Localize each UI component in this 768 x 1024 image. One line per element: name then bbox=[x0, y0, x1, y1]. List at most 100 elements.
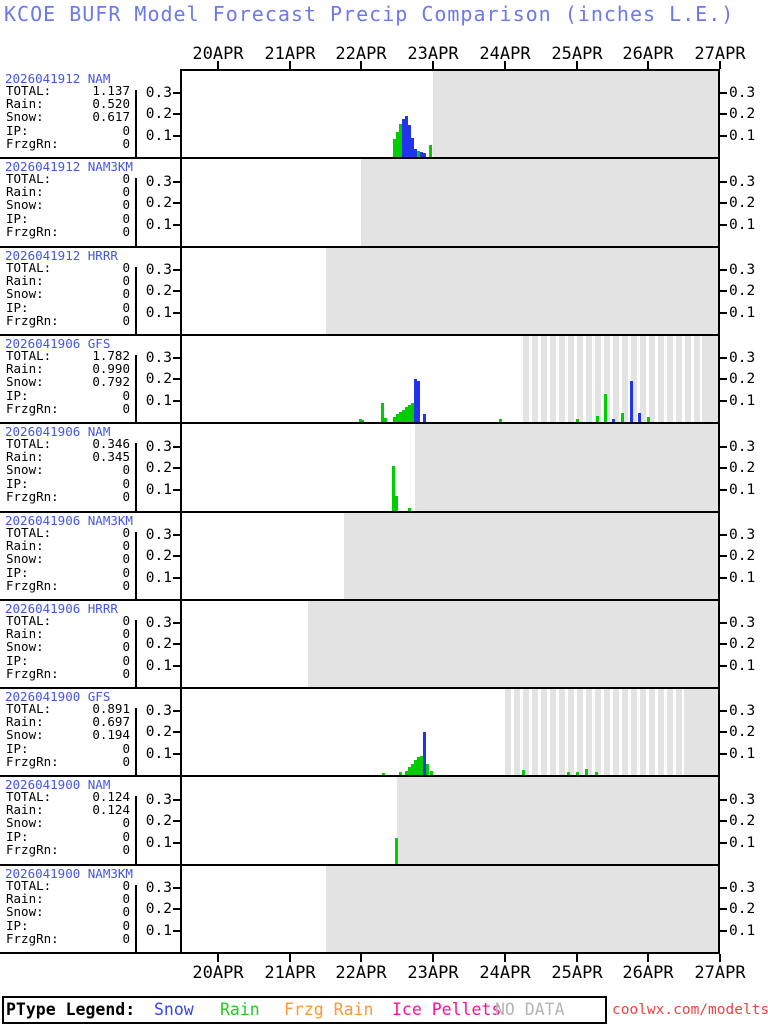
snow-bar bbox=[408, 125, 411, 157]
snow-bar bbox=[638, 413, 641, 422]
stat-row: Rain: 0 bbox=[6, 892, 130, 905]
y-tick-mark bbox=[173, 446, 180, 448]
y-tick-label-right: 0.3 bbox=[729, 880, 756, 896]
y-tick-mark bbox=[173, 753, 180, 755]
stat-row: TOTAL: 0.346 bbox=[6, 437, 130, 450]
y-tick-label-left: 0.3 bbox=[145, 615, 172, 631]
ptype-legend-box bbox=[2, 996, 607, 1024]
legend-item-ice-pellets: Ice Pellets bbox=[392, 1000, 502, 1019]
rain-bar bbox=[647, 417, 650, 422]
stats-axis-line bbox=[135, 178, 137, 246]
stat-row: FrzgRn: 0 bbox=[6, 137, 130, 150]
stat-row: Snow: 0 bbox=[6, 552, 130, 565]
stat-label: Rain: bbox=[6, 361, 44, 377]
stat-row: Snow: 0 bbox=[6, 905, 130, 918]
stat-value: 0 bbox=[122, 815, 130, 831]
x-tick-mark-bottom bbox=[360, 954, 362, 962]
y-tick-label-left: 0.2 bbox=[145, 283, 172, 299]
rain-bar bbox=[576, 772, 579, 775]
panel-border bbox=[0, 246, 720, 248]
stat-label: IP: bbox=[6, 740, 29, 756]
stat-row: Rain: 0 bbox=[6, 627, 130, 640]
rain-bar bbox=[426, 764, 429, 775]
stat-label: Snow: bbox=[6, 462, 44, 478]
y-tick-label-left: 0.1 bbox=[145, 923, 172, 939]
stat-row: TOTAL: 0 bbox=[6, 172, 130, 185]
stat-label: TOTAL: bbox=[6, 525, 52, 540]
y-tick-label-right: 0.2 bbox=[729, 813, 756, 829]
y-tick-mark bbox=[173, 665, 180, 667]
stat-row: Rain: 0 bbox=[6, 274, 130, 287]
stat-label: Rain: bbox=[6, 96, 44, 112]
stat-label: FrzgRn: bbox=[6, 841, 59, 857]
stat-value: 0.697 bbox=[92, 714, 130, 730]
y-tick-mark bbox=[173, 908, 180, 910]
stat-value: 0.520 bbox=[92, 96, 130, 112]
stat-value: 0 bbox=[122, 917, 130, 933]
stat-label: FrzgRn: bbox=[6, 488, 59, 504]
y-tick-label-left: 0.1 bbox=[145, 393, 172, 409]
rain-bar bbox=[604, 394, 607, 422]
stat-value: 0.990 bbox=[92, 361, 130, 377]
run-id-label: 2026041912 HRRR bbox=[5, 248, 118, 263]
rain-bar bbox=[361, 420, 364, 422]
x-tick-label-top: 25APR bbox=[551, 44, 603, 64]
y-tick-mark bbox=[720, 446, 727, 448]
y-tick-mark bbox=[173, 555, 180, 557]
stat-value: 0 bbox=[122, 841, 130, 857]
stat-value: 0.891 bbox=[92, 701, 130, 716]
y-tick-label-right: 0.1 bbox=[729, 658, 756, 674]
stat-label: IP: bbox=[6, 299, 29, 315]
y-tick-label-left: 0.3 bbox=[145, 85, 172, 101]
y-tick-label-left: 0.2 bbox=[145, 195, 172, 211]
y-tick-mark bbox=[720, 534, 727, 536]
x-tick-label-bottom: 27APR bbox=[694, 963, 746, 983]
stat-label: FrzgRn: bbox=[6, 312, 59, 328]
stat-label: FrzgRn: bbox=[6, 223, 59, 239]
x-tick-label-top: 23APR bbox=[407, 44, 459, 64]
stat-value: 0 bbox=[122, 475, 130, 491]
y-tick-label-right: 0.3 bbox=[729, 615, 756, 631]
stat-row: TOTAL: 0 bbox=[6, 261, 130, 274]
stat-row: FrzgRn: 0 bbox=[6, 490, 130, 503]
rain-bar bbox=[411, 403, 414, 422]
rain-bar bbox=[359, 419, 362, 422]
stat-label: Snow: bbox=[6, 904, 44, 920]
stat-label: IP: bbox=[6, 475, 29, 491]
y-tick-label-right: 0.3 bbox=[729, 350, 756, 366]
y-tick-mark bbox=[173, 312, 180, 314]
y-tick-mark bbox=[720, 312, 727, 314]
page-title: KCOE BUFR Model Forecast Precip Comparis… bbox=[4, 2, 735, 26]
y-tick-mark bbox=[173, 202, 180, 204]
y-tick-label-right: 0.2 bbox=[729, 371, 756, 387]
x-tick-mark-top bbox=[360, 61, 362, 69]
y-tick-mark bbox=[173, 467, 180, 469]
stat-value: 0 bbox=[122, 626, 130, 642]
stat-label: Snow: bbox=[6, 374, 44, 390]
stat-label: IP: bbox=[6, 828, 29, 844]
y-tick-mark bbox=[173, 378, 180, 380]
stat-row: IP: 0 bbox=[6, 566, 130, 579]
panel-border bbox=[0, 952, 720, 954]
rain-bar bbox=[420, 756, 423, 775]
y-tick-label-left: 0.3 bbox=[145, 703, 172, 719]
x-tick-label-top: 27APR bbox=[694, 44, 746, 64]
stat-row: Snow: 0 bbox=[6, 640, 130, 653]
stat-value: 0 bbox=[122, 564, 130, 580]
stat-value: 0 bbox=[122, 400, 130, 416]
x-tick-label-bottom: 20APR bbox=[192, 963, 244, 983]
y-tick-label-left: 0.3 bbox=[145, 174, 172, 190]
panel-border bbox=[180, 69, 720, 71]
y-tick-label-right: 0.1 bbox=[729, 393, 756, 409]
stat-label: FrzgRn: bbox=[6, 577, 59, 593]
run-id-label: 2026041906 HRRR bbox=[5, 601, 118, 616]
x-tick-label-top: 26APR bbox=[622, 44, 674, 64]
stat-value: 0 bbox=[122, 488, 130, 504]
panel-border bbox=[0, 864, 720, 866]
x-tick-label-top: 21APR bbox=[264, 44, 316, 64]
y-tick-mark bbox=[173, 622, 180, 624]
rain-bar bbox=[417, 151, 420, 157]
y-tick-label-left: 0.2 bbox=[145, 724, 172, 740]
stat-row: Rain: 0 bbox=[6, 185, 130, 198]
stat-row: FrzgRn: 0 bbox=[6, 402, 130, 415]
